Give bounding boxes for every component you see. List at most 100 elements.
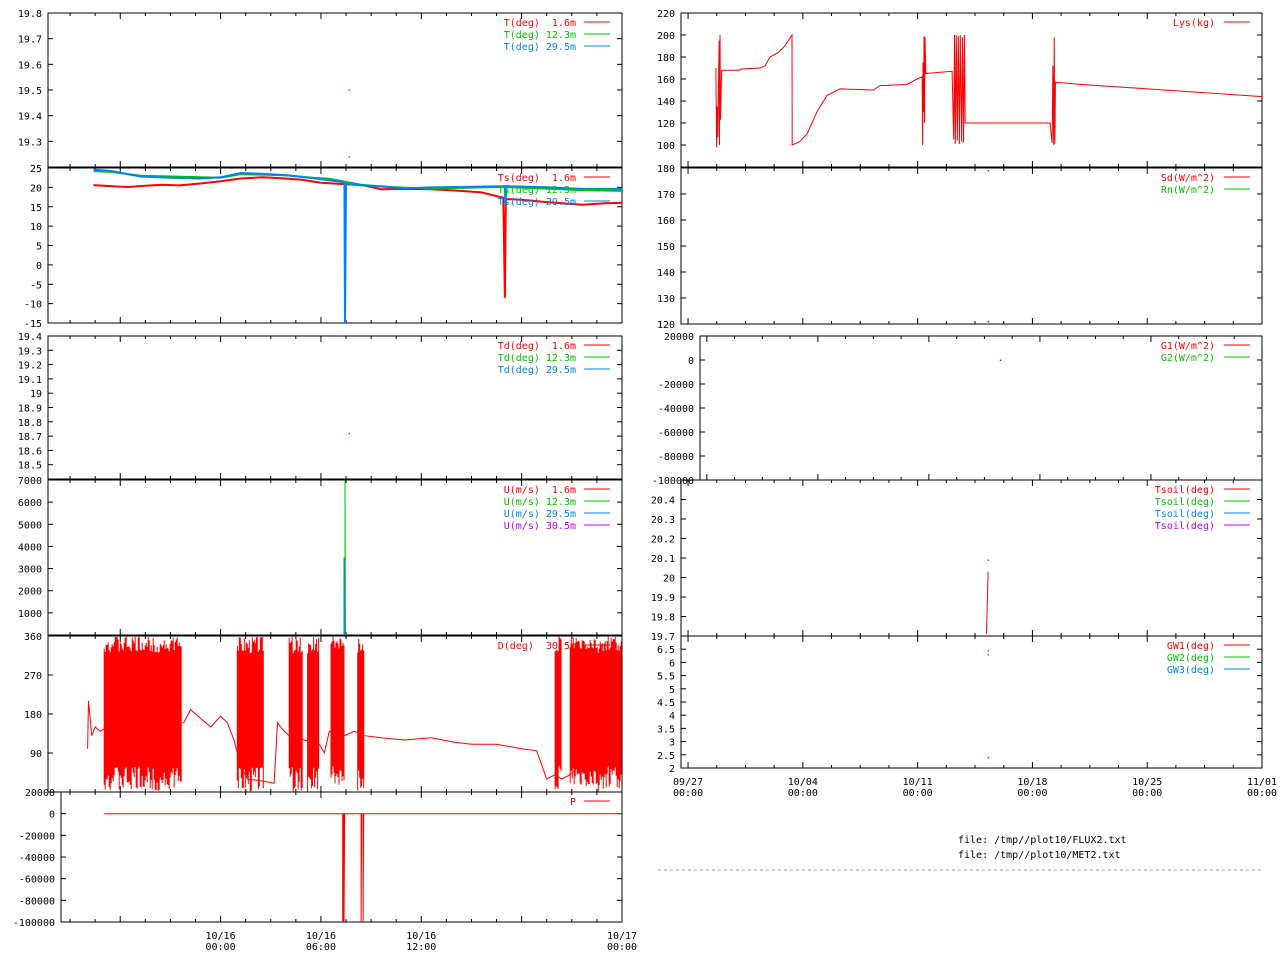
x-tick-label-date: 09/27 bbox=[673, 777, 703, 788]
legend-label: Td(deg) 12.3m bbox=[498, 353, 576, 364]
panel-lys: 100 120 140 160 180 200 220 Lys(kg) bbox=[657, 9, 1263, 168]
legend-label: P bbox=[570, 797, 576, 808]
y-tick-label: 4000 bbox=[18, 542, 42, 553]
y-tick-label: 5.5 bbox=[657, 672, 675, 683]
series-point bbox=[987, 653, 990, 656]
legend-label: Ts(deg) 29.5m bbox=[498, 197, 576, 208]
y-tick-label: 19.3 bbox=[18, 137, 42, 148]
series-point bbox=[348, 156, 351, 158]
plot-frame bbox=[680, 12, 1263, 168]
x-tick-label-time: 00:00 bbox=[903, 788, 933, 799]
y-tick-label: 19 bbox=[30, 389, 42, 400]
series-line-red bbox=[87, 700, 622, 784]
legend-label: T(deg) 12.3m bbox=[504, 30, 576, 41]
y-tick-label: 2000 bbox=[18, 587, 42, 598]
y-tick-label: 20.4 bbox=[651, 496, 675, 507]
y-tick-label: -100000 bbox=[652, 476, 694, 487]
panel-t: 19.319.419.519.619.719.8T(deg) 1.6mT(deg… bbox=[18, 9, 623, 168]
y-tick-label: 19.3 bbox=[18, 346, 42, 357]
legend-label: Rn(W/m^2) bbox=[1161, 185, 1215, 196]
y-tick-label: 140 bbox=[657, 97, 675, 108]
y-tick-label: 20 bbox=[663, 574, 675, 585]
y-tick-label: 180 bbox=[24, 710, 42, 721]
series-group bbox=[999, 359, 1002, 361]
y-tick-label: 19.7 bbox=[18, 35, 42, 46]
panel-sd: 120 130 140 150 160 170 180 Sd(W/m^2)Rn(W/m^2) bbox=[657, 164, 1263, 331]
legend-label: T(deg) 29.5m bbox=[504, 42, 576, 53]
y-tick-label: 7000 bbox=[18, 476, 42, 487]
panel-td: 18.5 18.6 18.7 18.8 18.9 19 19.1 19.2 19.3 19.4 Td… bbox=[18, 332, 623, 480]
y-tick-label: 220 bbox=[657, 9, 675, 20]
y-tick-label: 15 bbox=[30, 203, 42, 214]
series-point bbox=[987, 650, 990, 652]
y-tick-label: 25 bbox=[30, 164, 42, 175]
y-tick-label: 6000 bbox=[18, 498, 42, 509]
y-tick-label: 160 bbox=[657, 216, 675, 227]
x-tick-label-date: 10/18 bbox=[1017, 777, 1047, 788]
y-tick-label: -80000 bbox=[19, 896, 55, 907]
x-tick-label-date: 10/04 bbox=[788, 777, 818, 788]
y-tick-label: 2 bbox=[669, 764, 675, 775]
file-label-flux: file: /tmp//plot10/FLUX2.txt bbox=[958, 835, 1127, 846]
legend-label: Tsoil(deg) bbox=[1155, 521, 1215, 532]
legend-label: U(m/s) 1.6m bbox=[504, 485, 576, 496]
panel-g: -100000 -80000 -60000 -40000 -20000 0 20000 G1(… bbox=[652, 332, 1263, 487]
series-point bbox=[987, 170, 990, 172]
y-tick-label: 6.5 bbox=[657, 645, 675, 656]
series-line-red bbox=[715, 33, 1262, 148]
y-tick-label: -10 bbox=[24, 300, 42, 311]
y-tick-label: 20.3 bbox=[651, 515, 675, 526]
y-tick-label: -20000 bbox=[658, 380, 694, 391]
y-tick-label: -40000 bbox=[19, 853, 55, 864]
series-burst bbox=[330, 636, 345, 785]
legend-label: Td(deg) 1.6m bbox=[498, 341, 576, 352]
legend-label: Ts(deg) 12.3m bbox=[498, 185, 576, 196]
series-group bbox=[343, 480, 346, 635]
y-tick-label: 18.9 bbox=[18, 404, 42, 415]
y-tick-label: 150 bbox=[657, 242, 675, 253]
x-tick-label-time: 00:00 bbox=[206, 942, 236, 953]
panel-tsoil: 19.7 19.8 19.9 20 20.1 20.2 20.3 20.4 Tsoil(deg)… bbox=[651, 479, 1263, 643]
y-tick-label: 19.4 bbox=[18, 332, 42, 343]
x-tick-label-date: 10/11 bbox=[903, 777, 933, 788]
y-tick-label: 5 bbox=[669, 685, 675, 696]
series-group bbox=[104, 813, 622, 922]
x-tick-label-date: 10/25 bbox=[1132, 777, 1162, 788]
legend-label: Lys(kg) bbox=[1173, 18, 1215, 29]
series-point bbox=[987, 320, 990, 323]
y-tick-label: -80000 bbox=[658, 452, 694, 463]
y-tick-label: 19.5 bbox=[18, 86, 42, 97]
legend-label: T(deg) 1.6m bbox=[504, 18, 576, 29]
x-tick-label-time: 00:00 bbox=[1247, 788, 1277, 799]
series-group bbox=[348, 432, 351, 435]
y-tick-label: 20000 bbox=[664, 332, 694, 343]
y-tick-label: 19.8 bbox=[18, 9, 42, 20]
legend-label: D(deg) 30.5m bbox=[498, 641, 576, 652]
y-tick-label: -5 bbox=[30, 280, 42, 291]
series-point bbox=[999, 359, 1002, 361]
y-tick-label: 20.1 bbox=[651, 554, 675, 565]
y-tick-label: 180 bbox=[657, 164, 675, 175]
x-tick-label-time: 12:00 bbox=[406, 942, 436, 953]
x-tick-label-date: 10/16 bbox=[306, 931, 336, 942]
legend-label: U(m/s) 12.3m bbox=[504, 497, 576, 508]
legend-label: G2(W/m^2) bbox=[1161, 353, 1215, 364]
x-tick-label-time: 00:00 bbox=[1132, 788, 1162, 799]
y-tick-label: 1000 bbox=[18, 609, 42, 620]
series-group bbox=[87, 636, 622, 792]
panel-d: 90 180 270 360 D(deg) 30.5m bbox=[24, 632, 623, 793]
series-line-red bbox=[986, 571, 989, 635]
legend-label: U(m/s) 30.5m bbox=[504, 521, 576, 532]
y-tick-label: -20000 bbox=[19, 831, 55, 842]
series-line-red bbox=[104, 813, 622, 922]
y-tick-label: 180 bbox=[657, 53, 675, 64]
y-tick-label: 3 bbox=[669, 738, 675, 749]
y-tick-label: 3.5 bbox=[657, 724, 675, 735]
y-tick-label: 18.5 bbox=[18, 461, 42, 472]
legend-label: Tsoil(deg) bbox=[1155, 485, 1215, 496]
y-tick-label: -60000 bbox=[19, 875, 55, 886]
x-tick-label-time: 00:00 bbox=[788, 788, 818, 799]
series-burst bbox=[554, 636, 562, 790]
